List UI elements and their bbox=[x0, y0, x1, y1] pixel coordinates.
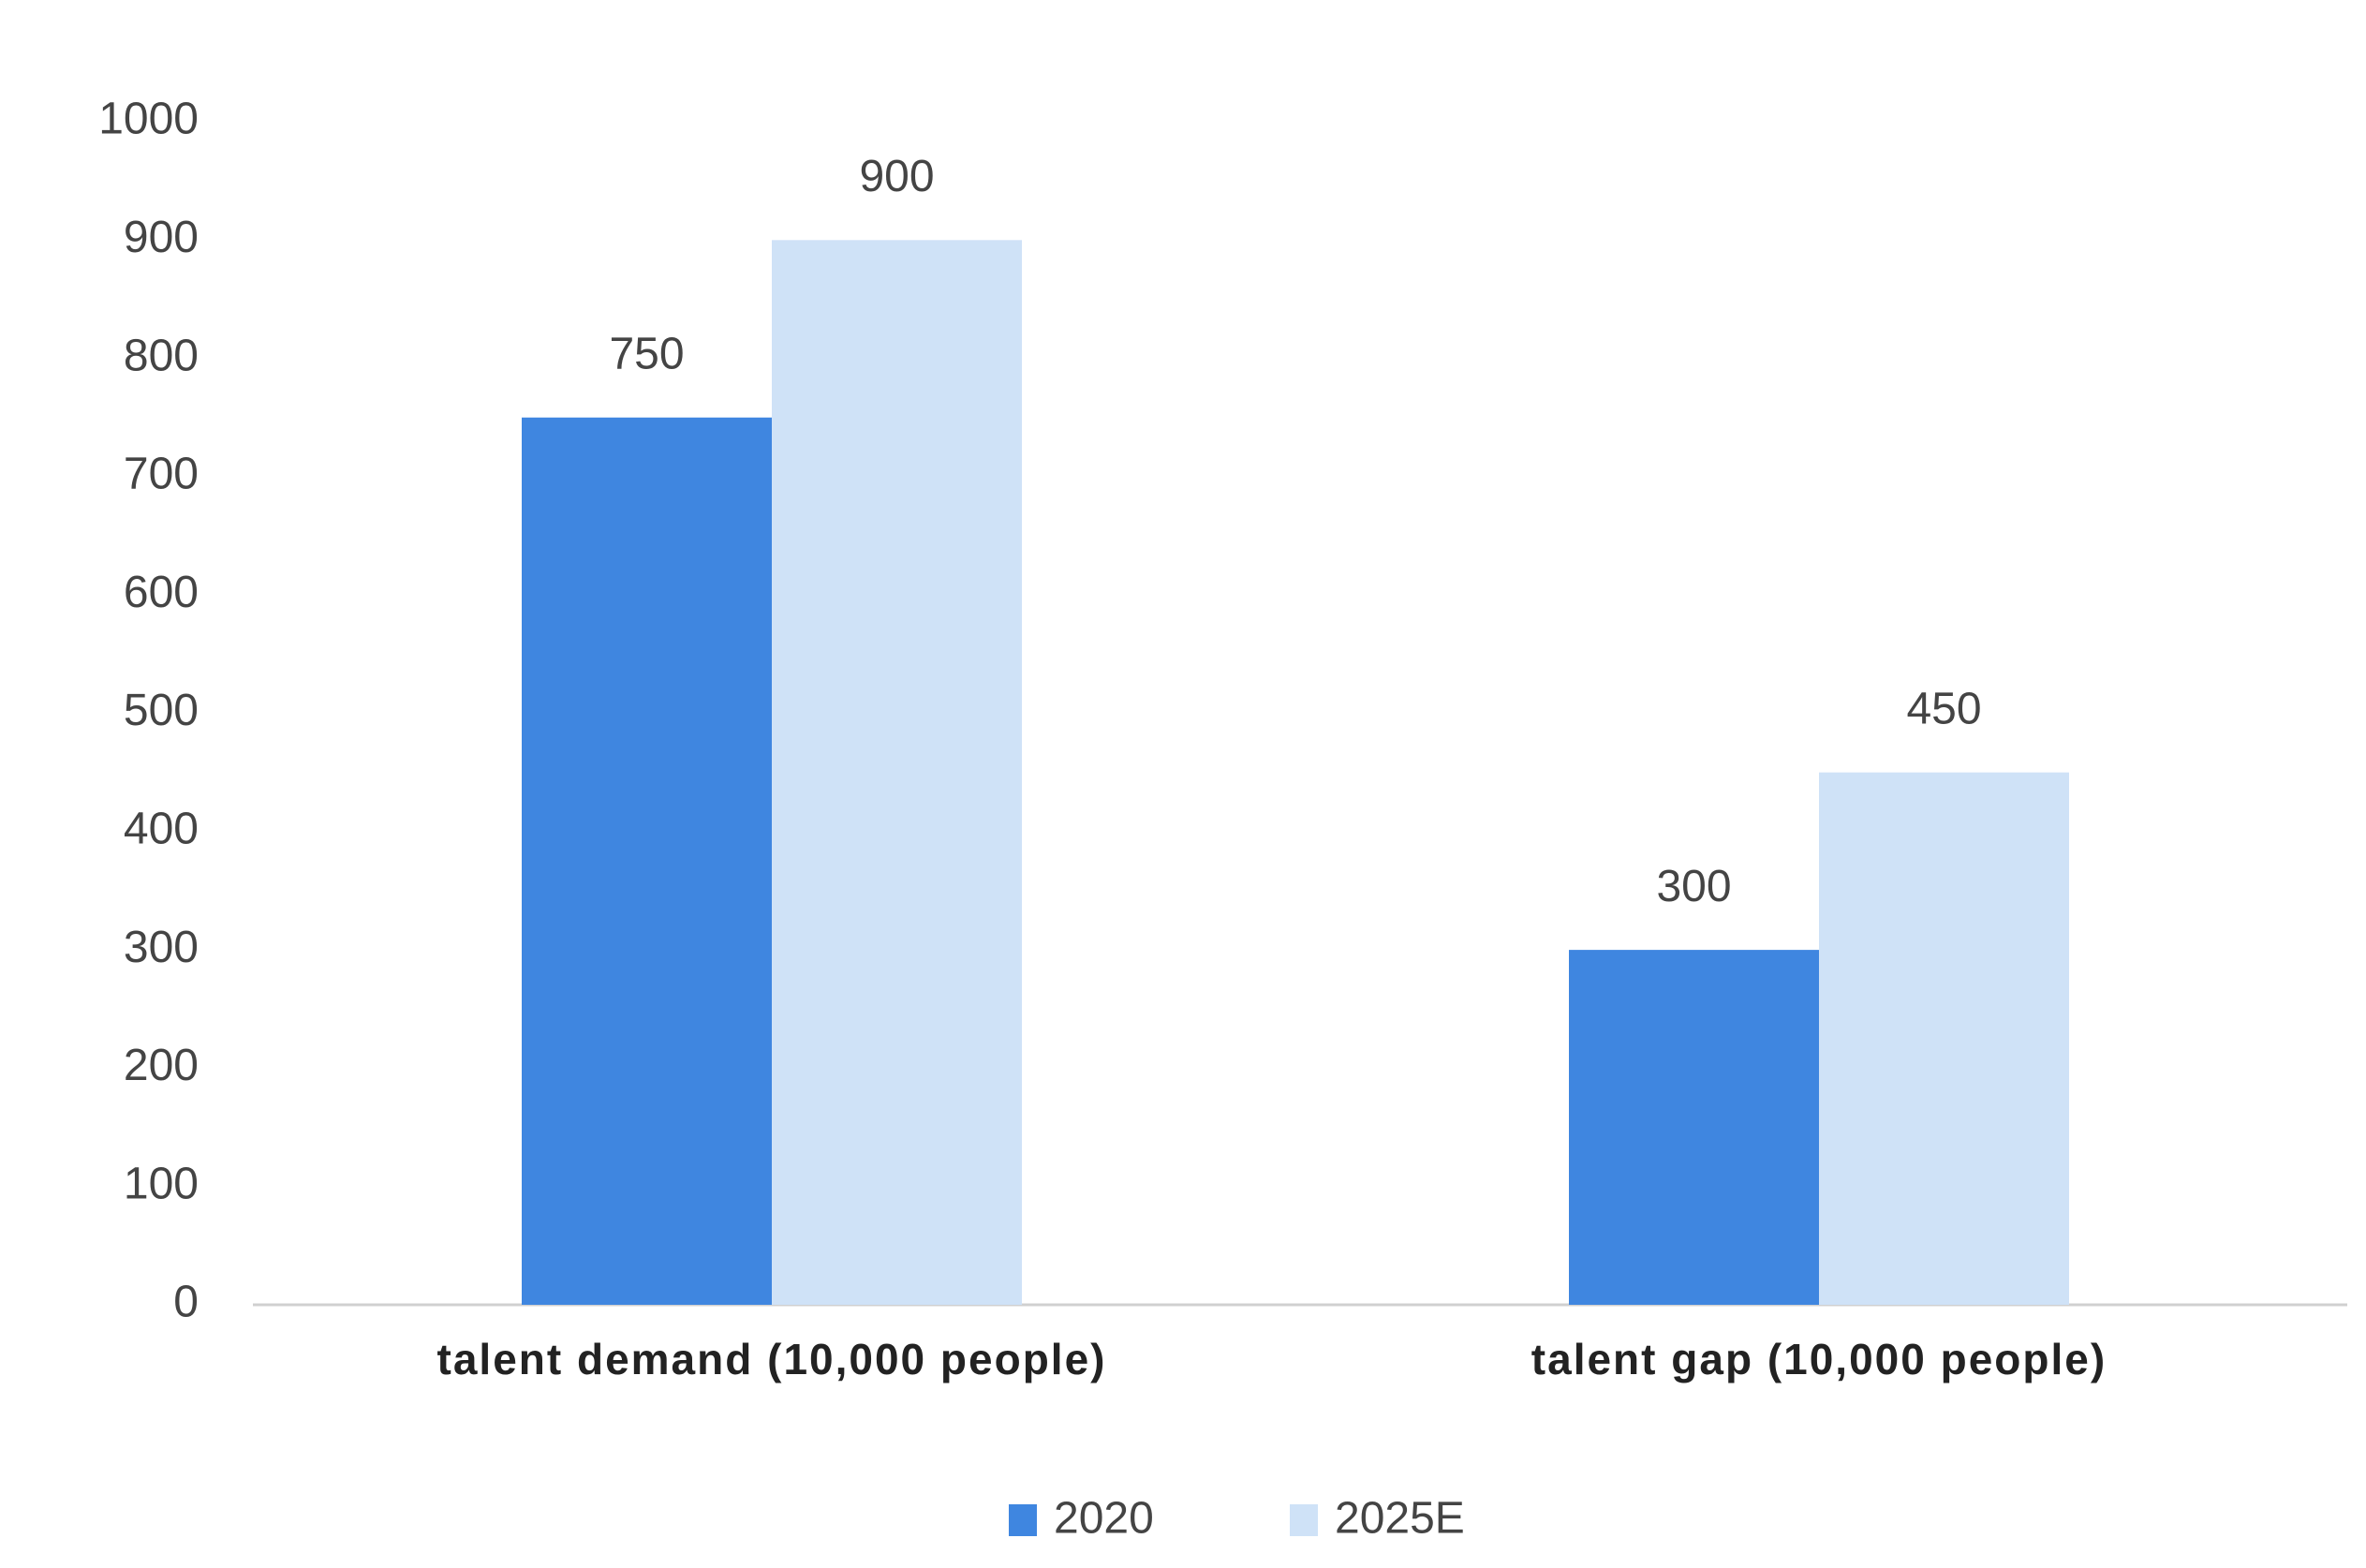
y-tick-label: 300 bbox=[124, 923, 199, 972]
bar bbox=[522, 417, 772, 1305]
bar bbox=[772, 240, 1022, 1305]
x-tick-label: talent gap (10,000 people) bbox=[1531, 1335, 2107, 1383]
y-tick-label: 1000 bbox=[98, 95, 199, 144]
y-tick-label: 500 bbox=[124, 686, 199, 735]
y-tick-label: 0 bbox=[173, 1278, 199, 1327]
y-tick-label: 800 bbox=[124, 331, 199, 380]
x-tick-label: talent demand (10,000 people) bbox=[437, 1335, 1107, 1383]
y-tick-label: 700 bbox=[124, 450, 199, 499]
y-tick-label: 100 bbox=[124, 1159, 199, 1208]
value-label: 750 bbox=[609, 329, 684, 378]
legend-label: 2020 bbox=[1054, 1494, 1154, 1544]
value-label: 300 bbox=[1656, 862, 1731, 911]
legend-label: 2025E bbox=[1335, 1494, 1465, 1544]
y-tick-label: 200 bbox=[124, 1041, 199, 1090]
bar bbox=[1819, 772, 2069, 1305]
y-tick-label: 600 bbox=[124, 568, 199, 617]
y-tick-label: 400 bbox=[124, 804, 199, 853]
value-label: 450 bbox=[1906, 684, 1981, 733]
legend-swatch bbox=[1290, 1504, 1318, 1536]
legend-swatch bbox=[1009, 1504, 1037, 1536]
value-label: 900 bbox=[859, 152, 934, 201]
bar bbox=[1569, 950, 1819, 1305]
y-tick-label: 900 bbox=[124, 213, 199, 262]
